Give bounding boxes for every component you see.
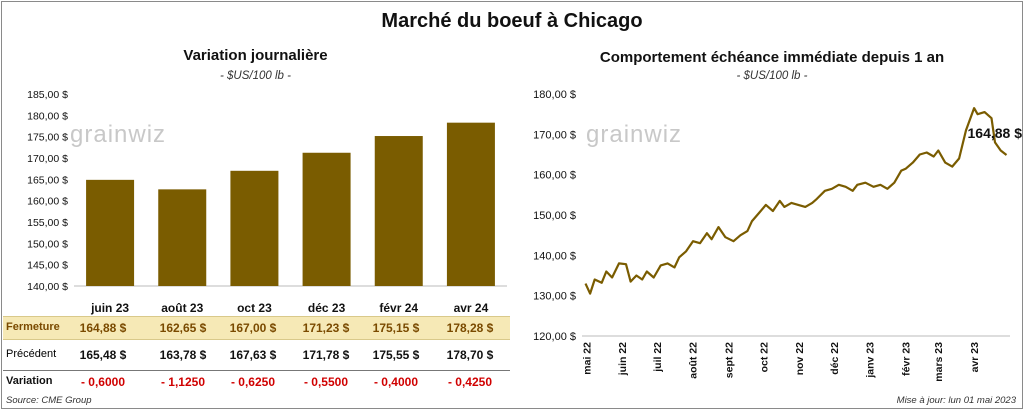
watermark-logo: grainwiz xyxy=(586,121,682,148)
y-tick-label: 160,00 $ xyxy=(533,170,576,182)
table-cell: 178,70 $ xyxy=(446,348,494,362)
left-chart-title: Variation journalière xyxy=(183,47,328,64)
y-tick-label: 140,00 $ xyxy=(533,250,576,262)
table-cell: - 0,6250 xyxy=(230,375,276,389)
x-tick-label: févr 23 xyxy=(901,342,913,376)
table-cell: 171,23 $ xyxy=(302,321,350,335)
x-tick-label: juin 22 xyxy=(617,342,629,376)
x-tick-label: juin 23 xyxy=(90,301,129,315)
y-tick-label: 180,00 $ xyxy=(27,110,68,122)
y-tick-label: 140,00 $ xyxy=(27,281,68,293)
y-tick-label: 155,00 $ xyxy=(27,217,68,229)
last-value-label: 164,88 $ xyxy=(968,125,1023,141)
table-cell: 165,48 $ xyxy=(79,348,127,362)
y-tick-label: 185,00 $ xyxy=(27,89,68,101)
right-chart-title: Comportement échéance immédiate depuis 1… xyxy=(599,49,945,66)
y-tick-label: 130,00 $ xyxy=(533,291,576,303)
table-row-previous: Précédent 165,48 $ 163,78 $ 167,63 $ 171… xyxy=(3,344,510,366)
series-line xyxy=(584,106,1008,295)
table-cell: - 0,4250 xyxy=(447,375,493,389)
x-tick-label: avr 23 xyxy=(969,342,981,373)
table-cell: 178,28 $ xyxy=(446,321,494,335)
update-note: Mise à jour: lun 01 mai 2023 xyxy=(896,395,1016,406)
x-tick-label: mars 23 xyxy=(933,342,945,382)
source-note: Source: CME Group xyxy=(6,395,92,406)
table-row-close: Fermeture 164,88 $ 162,65 $ 167,00 $ 171… xyxy=(3,316,510,340)
x-tick-label: juil 22 xyxy=(652,342,664,373)
y-tick-label: 175,00 $ xyxy=(27,132,68,144)
table-cell: 167,00 $ xyxy=(229,321,277,335)
x-tick-label: août 23 xyxy=(161,301,203,315)
bar xyxy=(446,122,495,286)
bar xyxy=(230,170,279,286)
bar xyxy=(86,179,135,286)
right-chart-unit: - $US/100 lb - xyxy=(736,70,808,82)
table-row-variation: Variation - 0,6000 - 1,1250 - 0,6250 - 0… xyxy=(3,370,510,393)
row-label: Précédent xyxy=(6,348,57,360)
table-cell: - 0,5500 xyxy=(303,375,349,389)
x-tick-label: févr 24 xyxy=(379,301,418,315)
y-tick-label: 160,00 $ xyxy=(27,196,68,208)
row-label: Variation xyxy=(6,375,53,387)
y-tick-label: 150,00 $ xyxy=(533,210,576,222)
table-cell: 171,78 $ xyxy=(302,348,350,362)
table-cell: 167,63 $ xyxy=(229,348,277,362)
line-chart: grainwiz 120,00 $ 130,00 $ 140,00 $ 150,00 $… xyxy=(533,89,1023,382)
y-tick-label: 165,00 $ xyxy=(27,174,68,186)
x-tick-label: oct 22 xyxy=(758,342,770,373)
left-chart-unit: - $US/100 lb - xyxy=(220,70,291,82)
x-tick-label: nov 22 xyxy=(794,342,806,375)
x-tick-label: avr 24 xyxy=(454,301,489,315)
table-cell: - 0,4000 xyxy=(373,375,419,389)
y-tick-label: 120,00 $ xyxy=(533,331,576,343)
row-label: Fermeture xyxy=(6,321,60,333)
x-tick-label: août 22 xyxy=(688,342,700,379)
table-cell: - 1,1250 xyxy=(160,375,206,389)
bar xyxy=(374,136,423,286)
x-tick-label: sept 22 xyxy=(724,342,736,378)
x-tick-label: déc 22 xyxy=(829,342,841,375)
table-cell: 162,65 $ xyxy=(159,321,207,335)
table-cell: 163,78 $ xyxy=(159,348,207,362)
main-title: Marché du boeuf à Chicago xyxy=(381,10,643,32)
bar-chart: grainwiz 140,00 $ 145,00 $ 150,00 $ 155,00 $… xyxy=(27,89,507,315)
x-tick-label: janv 23 xyxy=(865,342,877,379)
watermark-logo: grainwiz xyxy=(70,121,166,148)
table-cell: 175,55 $ xyxy=(372,348,420,362)
y-tick-label: 170,00 $ xyxy=(27,153,68,165)
y-tick-label: 170,00 $ xyxy=(533,129,576,141)
y-tick-label: 150,00 $ xyxy=(27,238,68,250)
table-cell: 164,88 $ xyxy=(79,321,127,335)
bar xyxy=(302,152,351,286)
x-tick-label: oct 23 xyxy=(237,301,272,315)
y-tick-label: 145,00 $ xyxy=(27,260,68,272)
x-tick-label: mai 22 xyxy=(581,342,593,375)
y-tick-label: 180,00 $ xyxy=(533,89,576,101)
table-cell: 175,15 $ xyxy=(372,321,420,335)
table-cell: - 0,6000 xyxy=(80,375,126,389)
bar xyxy=(158,189,207,286)
x-tick-label: déc 23 xyxy=(308,301,346,315)
